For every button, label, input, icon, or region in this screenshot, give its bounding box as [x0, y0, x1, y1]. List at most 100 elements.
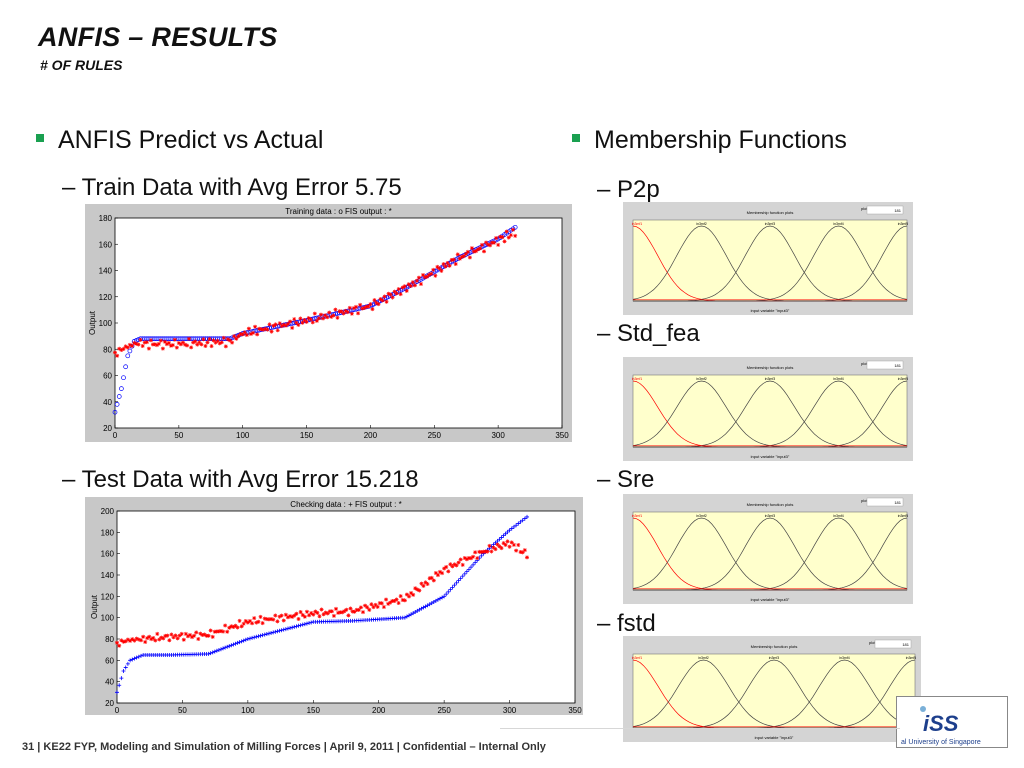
data-point	[216, 629, 221, 634]
data-point	[479, 550, 484, 555]
data-point	[404, 288, 409, 293]
data-point	[214, 648, 219, 653]
mf-title: Membership function plots	[747, 365, 794, 370]
x-tick-label: 350	[568, 706, 582, 715]
data-point	[376, 302, 381, 307]
data-point	[429, 601, 434, 606]
data-point	[247, 619, 252, 624]
data-point	[475, 247, 480, 252]
data-point	[208, 628, 213, 633]
train-data-label: – Train Data with Avg Error 5.75	[62, 174, 402, 201]
data-point	[488, 243, 493, 248]
data-point	[325, 315, 330, 320]
data-point	[123, 364, 128, 370]
data-point	[271, 617, 276, 622]
data-point	[142, 340, 147, 345]
data-point	[505, 530, 510, 535]
data-point	[267, 322, 272, 327]
data-point	[453, 261, 458, 266]
data-point	[255, 332, 260, 337]
data-point	[522, 548, 527, 553]
data-point	[509, 540, 514, 545]
data-point	[262, 616, 267, 621]
logo-dot-icon	[920, 706, 926, 712]
data-point	[465, 249, 470, 254]
data-point	[511, 524, 516, 529]
data-point	[248, 332, 253, 337]
x-tick-label: 300	[503, 706, 517, 715]
data-point	[121, 639, 126, 644]
data-point	[312, 311, 317, 316]
data-point	[161, 636, 166, 641]
data-point	[511, 227, 516, 232]
mf-label-sre: – Sre	[597, 466, 655, 493]
data-point	[334, 606, 339, 611]
data-point	[195, 342, 200, 347]
data-point	[134, 341, 139, 346]
data-point	[508, 233, 513, 238]
x-tick-label: 250	[437, 706, 451, 715]
slide-title: ANFIS – RESULTS	[38, 22, 278, 52]
data-point	[452, 583, 457, 588]
data-point	[354, 304, 359, 309]
data-point	[392, 289, 397, 294]
data-point	[464, 569, 469, 574]
logo-tagline: al University of Singapore	[901, 739, 981, 746]
data-point	[245, 637, 250, 641]
data-point	[469, 556, 474, 561]
data-point	[114, 402, 120, 407]
data-point	[152, 342, 157, 347]
data-point	[279, 628, 284, 633]
data-point	[202, 632, 207, 637]
data-point	[325, 611, 330, 616]
data-point	[356, 608, 361, 613]
data-point	[368, 302, 373, 307]
data-point	[514, 548, 519, 553]
data-point	[132, 656, 137, 661]
data-point	[477, 549, 482, 554]
data-point	[491, 545, 496, 550]
data-point	[454, 580, 459, 585]
data-point	[477, 246, 482, 251]
logo-text: iSS	[923, 711, 959, 736]
mf-name: in3mf2	[696, 222, 707, 226]
data-point	[294, 320, 299, 325]
data-point	[264, 617, 269, 622]
data-point	[136, 637, 141, 642]
data-point	[219, 340, 224, 345]
mf-xlabel: input variable "input3"	[755, 735, 794, 740]
data-point	[336, 610, 341, 615]
data-point	[419, 581, 424, 586]
data-point	[296, 623, 301, 628]
data-point	[140, 344, 145, 349]
mf-points-value: 181	[894, 363, 901, 368]
data-point	[497, 544, 502, 549]
series-stars	[115, 539, 530, 648]
data-point	[445, 260, 450, 265]
x-tick-label: 150	[307, 706, 321, 715]
data-point	[256, 634, 261, 639]
data-point	[182, 342, 187, 347]
y-tick-label: 200	[101, 507, 115, 516]
data-point	[509, 526, 514, 531]
data-point	[505, 539, 510, 544]
mf-name: in3mf4	[833, 514, 844, 518]
data-point	[130, 343, 135, 348]
data-point	[442, 594, 447, 599]
data-point	[378, 297, 383, 302]
data-point	[337, 309, 342, 314]
data-point	[347, 305, 352, 310]
data-point	[144, 340, 149, 345]
data-point	[345, 310, 350, 315]
data-point	[373, 602, 378, 607]
data-point	[469, 246, 474, 251]
mf-title: Membership function plots	[747, 502, 794, 507]
data-point	[500, 235, 505, 240]
data-point	[456, 578, 461, 583]
data-point	[189, 345, 194, 350]
data-point	[402, 284, 407, 289]
data-point	[300, 612, 305, 617]
y-tick-label: 140	[101, 571, 115, 580]
data-point	[273, 629, 278, 634]
